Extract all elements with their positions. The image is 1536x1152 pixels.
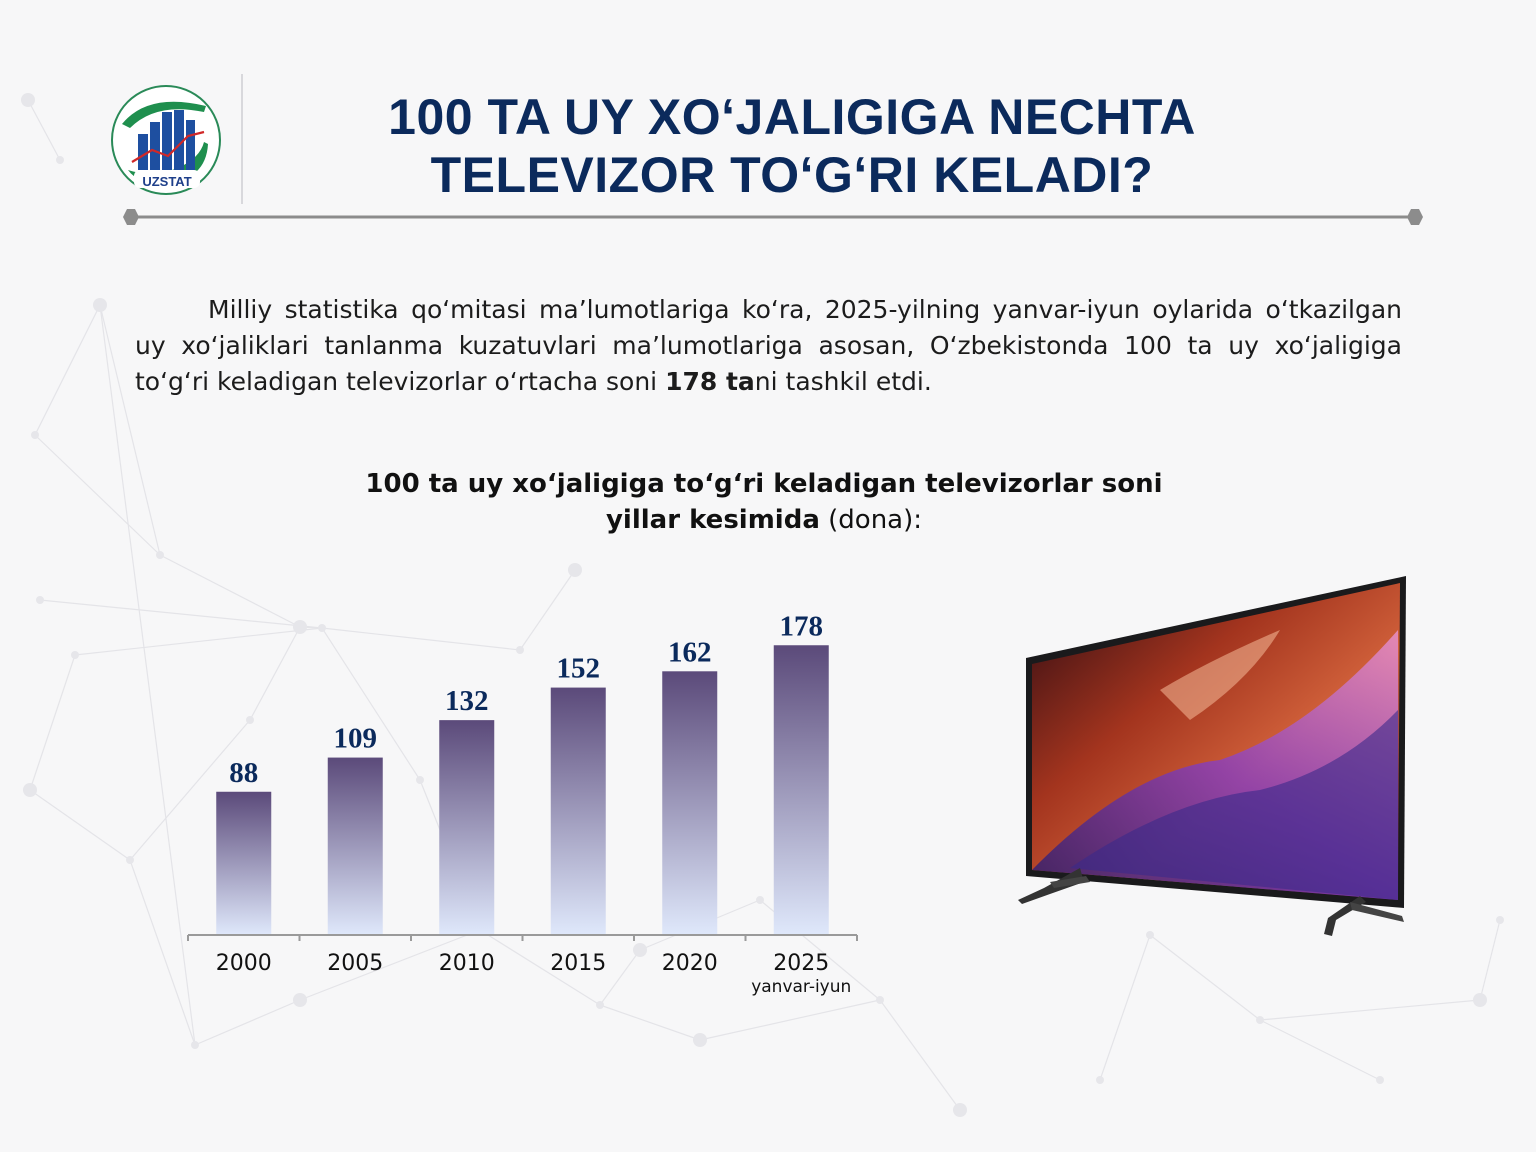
chart-title-main: 100 ta uy xo‘jaligiga to‘g‘ri keladigan … xyxy=(365,469,1163,535)
network-line xyxy=(99,304,196,1046)
bar-value-label: 132 xyxy=(445,685,489,717)
intro-paragraph: Milliy statistika qo‘mitasi ma’lumotlari… xyxy=(135,292,1402,400)
intro-text-end: ni tashkil etdi. xyxy=(754,367,932,396)
network-dot xyxy=(596,1001,604,1009)
bar-2025 xyxy=(773,645,829,935)
network-dot xyxy=(693,1033,707,1047)
network-dot xyxy=(31,431,39,439)
network-line xyxy=(1259,1019,1381,1081)
network-dot xyxy=(1256,1016,1264,1024)
x-tick-label: 2000 xyxy=(216,951,272,976)
network-line xyxy=(39,599,323,629)
network-dot xyxy=(293,620,307,634)
bar-value-label: 152 xyxy=(557,653,601,685)
header-separator xyxy=(241,74,243,204)
page-title-line-2: TELEVIZOR TO‘G‘RI KELADI? xyxy=(430,147,1154,203)
network-line xyxy=(699,999,881,1041)
bar-2000 xyxy=(216,791,272,935)
x-tick-label: 2010 xyxy=(439,951,495,976)
title-divider xyxy=(123,209,1423,225)
network-dot xyxy=(56,156,64,164)
network-dot xyxy=(633,943,647,957)
x-tick-label: 2005 xyxy=(327,951,383,976)
network-line xyxy=(879,999,961,1111)
network-line xyxy=(159,554,301,628)
network-line xyxy=(519,569,576,651)
network-dot xyxy=(93,298,107,312)
network-dot xyxy=(416,776,424,784)
network-line xyxy=(249,626,301,721)
network-dot xyxy=(953,1103,967,1117)
network-line xyxy=(29,654,76,791)
x-tick-label: 2015 xyxy=(550,951,606,976)
uzstat-logo: UZSTAT xyxy=(108,84,226,196)
uzstat-logo-icon xyxy=(111,85,221,195)
network-line xyxy=(29,789,131,861)
network-dot xyxy=(293,993,307,1007)
network-dot xyxy=(23,783,37,797)
x-tick-sublabel: yanvar-iyun xyxy=(751,977,851,997)
intro-highlight: 178 ta xyxy=(665,367,755,396)
network-line xyxy=(299,929,481,1001)
network-line xyxy=(321,627,521,651)
network-dot xyxy=(191,1041,199,1049)
chart-title: 100 ta uy xo‘jaligiga to‘g‘ri keladigan … xyxy=(330,466,1198,538)
network-line xyxy=(321,627,421,781)
bar-value-label: 88 xyxy=(229,757,258,789)
logo-text: UZSTAT xyxy=(142,174,192,189)
divider-left-cap xyxy=(123,209,139,225)
network-dot xyxy=(1146,931,1154,939)
bar-value-label: 162 xyxy=(668,636,712,668)
bar-2005 xyxy=(327,757,383,935)
network-line xyxy=(74,627,323,656)
chart-title-unit: (dona): xyxy=(819,505,923,535)
network-line xyxy=(27,99,61,161)
network-line xyxy=(479,929,601,1006)
network-dot xyxy=(36,596,44,604)
network-line xyxy=(34,304,101,436)
network-dot xyxy=(1096,1076,1104,1084)
x-tick-label: 2025 xyxy=(773,951,829,976)
network-dot xyxy=(21,93,35,107)
network-line xyxy=(599,1004,701,1041)
page-title: 100 TA UY XO‘JALIGIGA NECHTA TELEVIZOR T… xyxy=(300,88,1284,204)
network-dot xyxy=(126,856,134,864)
intro-text: Milliy statistika qo‘mitasi ma’lumotlari… xyxy=(135,295,1402,396)
network-line xyxy=(1479,919,1501,1001)
bar-2010 xyxy=(439,720,495,935)
network-dot xyxy=(71,651,79,659)
bar-2020 xyxy=(662,671,718,935)
television-image xyxy=(1018,576,1406,936)
network-line xyxy=(34,434,161,556)
network-line xyxy=(599,949,641,1006)
network-line xyxy=(1149,934,1261,1021)
bar-2015 xyxy=(550,687,606,935)
network-line xyxy=(194,999,301,1046)
network-line xyxy=(129,859,196,1046)
divider-right-cap xyxy=(1407,209,1423,225)
network-dot xyxy=(516,646,524,654)
network-line xyxy=(99,304,161,556)
network-dot xyxy=(246,716,254,724)
network-dot xyxy=(1496,916,1504,924)
network-dot xyxy=(1376,1076,1384,1084)
bar-chart: 88 2000 109 2005 132 2010 152 2015 162 2020 178 202… xyxy=(187,610,858,997)
network-dot xyxy=(318,624,326,632)
bar-value-label: 178 xyxy=(780,610,824,642)
network-line xyxy=(1259,999,1481,1021)
page-title-line-1: 100 TA UY XO‘JALIGIGA NECHTA xyxy=(388,89,1196,145)
x-tick-label: 2020 xyxy=(662,951,718,976)
network-dot xyxy=(568,563,582,577)
network-dot xyxy=(156,551,164,559)
bar-value-label: 109 xyxy=(334,723,378,755)
network-dot xyxy=(876,996,884,1004)
network-dot xyxy=(756,896,764,904)
network-line xyxy=(129,719,251,861)
network-line xyxy=(1099,934,1151,1081)
network-dot xyxy=(1473,993,1487,1007)
